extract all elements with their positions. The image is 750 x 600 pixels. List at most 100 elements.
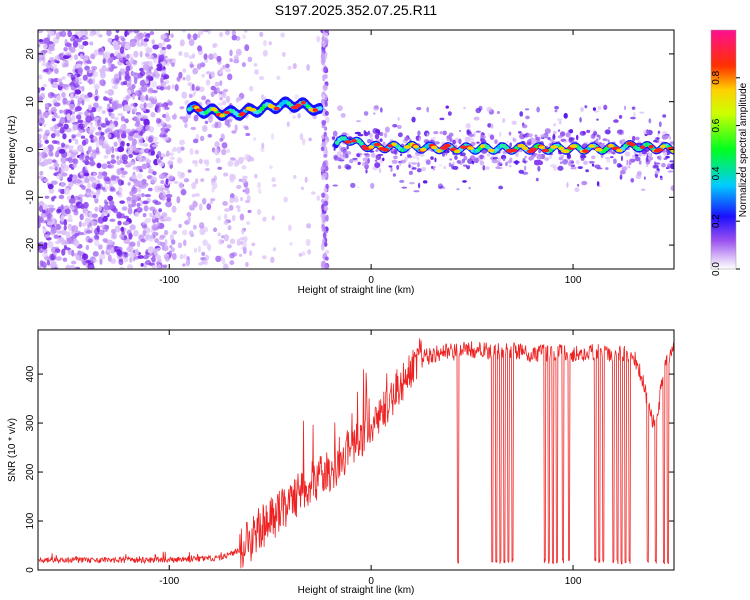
ridge-hotspot bbox=[670, 149, 674, 154]
noise-speck bbox=[99, 79, 106, 86]
noise-speck bbox=[107, 88, 115, 96]
noise-speck bbox=[133, 50, 139, 58]
noise-speck bbox=[473, 116, 480, 121]
noise-speck bbox=[184, 99, 190, 106]
noise-speck bbox=[69, 103, 75, 111]
noise-speck bbox=[374, 133, 380, 140]
noise-speck bbox=[42, 261, 47, 269]
noise-speck bbox=[422, 180, 428, 184]
noise-speck bbox=[231, 30, 236, 36]
noise-speck bbox=[50, 63, 58, 70]
noise-speck bbox=[515, 160, 519, 165]
noise-speck bbox=[369, 132, 374, 138]
spectrogram-x-label: Height of straight line (km) bbox=[298, 285, 415, 296]
spectrogram-y-tick-label: -20 bbox=[25, 237, 36, 252]
ridge-hotspot bbox=[420, 147, 427, 152]
noise-speck bbox=[94, 88, 99, 96]
ridge-hotspot bbox=[639, 145, 646, 150]
noise-speck bbox=[50, 180, 58, 185]
noise-speck bbox=[65, 231, 71, 239]
noise-speck bbox=[632, 111, 636, 118]
noise-speck bbox=[373, 105, 379, 110]
noise-speck bbox=[214, 121, 219, 129]
noise-speck bbox=[321, 52, 325, 57]
noise-speck bbox=[191, 182, 197, 190]
noise-speck bbox=[47, 209, 54, 214]
noise-speck bbox=[167, 160, 174, 166]
noise-speck bbox=[567, 135, 571, 139]
noise-speck bbox=[669, 160, 674, 163]
noise-speck bbox=[84, 30, 88, 36]
noise-speck bbox=[59, 126, 65, 134]
noise-speck bbox=[122, 80, 128, 86]
noise-speck bbox=[149, 206, 156, 211]
ridge-hotspot bbox=[588, 144, 595, 148]
noise-speck bbox=[404, 136, 409, 142]
noise-speck bbox=[533, 153, 538, 156]
noise-speck bbox=[45, 62, 52, 69]
noise-speck bbox=[90, 53, 96, 60]
noise-speck bbox=[202, 239, 208, 246]
noise-speck bbox=[93, 239, 100, 247]
noise-speck bbox=[110, 159, 117, 164]
noise-speck bbox=[119, 141, 125, 148]
noise-speck bbox=[85, 155, 90, 161]
noise-speck bbox=[324, 135, 329, 141]
noise-speck bbox=[423, 130, 430, 137]
noise-speck bbox=[324, 110, 329, 116]
noise-speck bbox=[65, 84, 71, 88]
noise-speck bbox=[241, 228, 245, 235]
noise-speck bbox=[84, 217, 90, 225]
noise-speck bbox=[219, 97, 223, 101]
noise-speck bbox=[416, 106, 422, 111]
noise-speck bbox=[344, 153, 349, 159]
noise-speck bbox=[262, 40, 267, 47]
noise-speck bbox=[88, 211, 93, 219]
noise-speck bbox=[393, 149, 398, 155]
noise-speck bbox=[411, 162, 418, 165]
noise-speck bbox=[226, 73, 233, 81]
noise-speck bbox=[100, 213, 104, 219]
noise-speck bbox=[71, 36, 75, 40]
noise-speck bbox=[98, 51, 104, 56]
noise-speck bbox=[593, 131, 598, 136]
noise-speck bbox=[48, 150, 54, 157]
noise-speck bbox=[69, 117, 76, 124]
noise-speck bbox=[229, 252, 235, 259]
noise-speck bbox=[163, 74, 170, 80]
noise-speck bbox=[75, 266, 81, 269]
ridge-hotspot bbox=[467, 146, 474, 151]
noise-speck bbox=[90, 152, 97, 160]
noise-speck bbox=[160, 241, 166, 247]
noise-speck bbox=[456, 159, 462, 164]
noise-speck bbox=[90, 221, 98, 226]
noise-speck bbox=[619, 170, 626, 175]
noise-speck bbox=[641, 188, 646, 191]
noise-speck bbox=[50, 226, 57, 234]
noise-speck bbox=[84, 210, 89, 218]
noise-speck bbox=[136, 154, 143, 161]
noise-speck bbox=[109, 53, 115, 58]
noise-speck bbox=[125, 60, 130, 65]
noise-speck bbox=[109, 186, 115, 192]
noise-speck bbox=[107, 254, 112, 262]
noise-speck bbox=[117, 220, 122, 226]
noise-speck bbox=[593, 110, 600, 113]
noise-speck bbox=[42, 158, 49, 166]
noise-speck bbox=[85, 229, 93, 234]
noise-speck bbox=[67, 237, 73, 245]
noise-speck bbox=[42, 147, 50, 153]
noise-speck bbox=[249, 250, 253, 256]
noise-speck bbox=[221, 148, 227, 156]
noise-speck bbox=[87, 238, 93, 244]
noise-speck bbox=[580, 156, 585, 161]
noise-speck bbox=[670, 163, 674, 170]
noise-speck bbox=[591, 155, 596, 160]
noise-speck bbox=[306, 64, 310, 71]
noise-speck bbox=[262, 216, 267, 222]
noise-speck bbox=[150, 80, 158, 88]
noise-speck bbox=[648, 118, 652, 124]
noise-speck bbox=[399, 179, 405, 183]
noise-speck bbox=[482, 165, 486, 171]
noise-speck bbox=[60, 181, 65, 188]
